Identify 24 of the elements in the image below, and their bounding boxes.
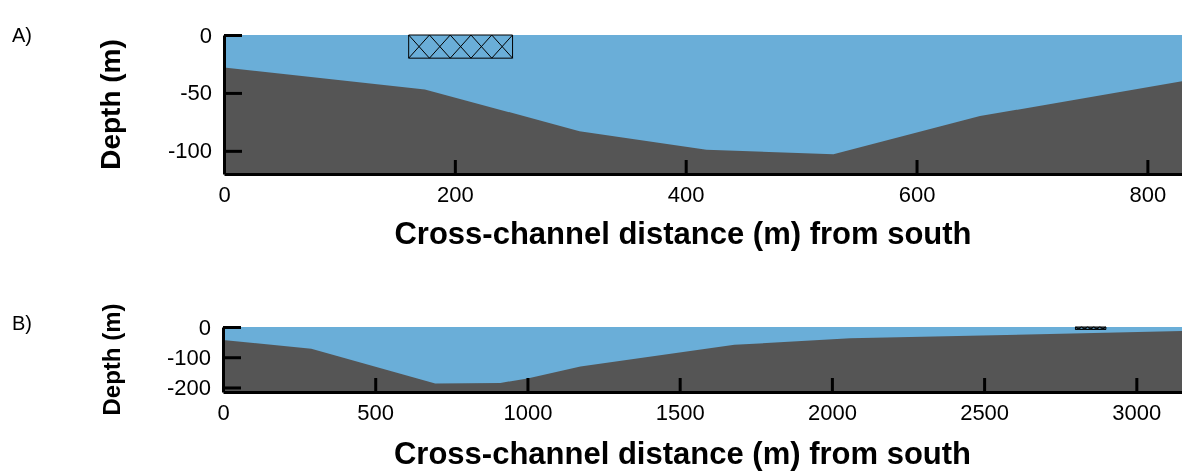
text: A): [12, 24, 32, 46]
x-tick-label: 1500: [655, 399, 705, 425]
x-tick-label: 400: [667, 181, 705, 207]
y-tick-label: -100: [166, 344, 211, 370]
x-tick-label: 500: [357, 399, 395, 425]
text: B): [12, 312, 32, 334]
x-tick-label: 1000: [503, 399, 553, 425]
y-axis-title: Depth (m): [98, 303, 125, 416]
y-tick-label: 0: [199, 22, 212, 48]
x-tick-label: 600: [898, 181, 936, 207]
y-axis-title: Depth (m): [95, 39, 126, 170]
y-tick-label: -200: [166, 375, 211, 401]
y-tick-label: -100: [167, 138, 212, 164]
x-axis-title: Cross-channel distance (m) from south: [393, 436, 972, 471]
x-tick-label: 0: [217, 399, 230, 425]
x-axis-title: Cross-channel distance (m) from south: [394, 216, 972, 251]
x-tick-label: 200: [436, 181, 474, 207]
x-tick-label: 0: [218, 181, 231, 207]
y-tick-label: -50: [180, 80, 212, 106]
x-tick-label: 800: [1129, 181, 1167, 207]
x-tick-label: 2500: [960, 399, 1010, 425]
x-tick-label: 3000: [1112, 399, 1162, 425]
y-tick-label: 0: [198, 314, 211, 340]
x-tick-label: 2000: [807, 399, 857, 425]
